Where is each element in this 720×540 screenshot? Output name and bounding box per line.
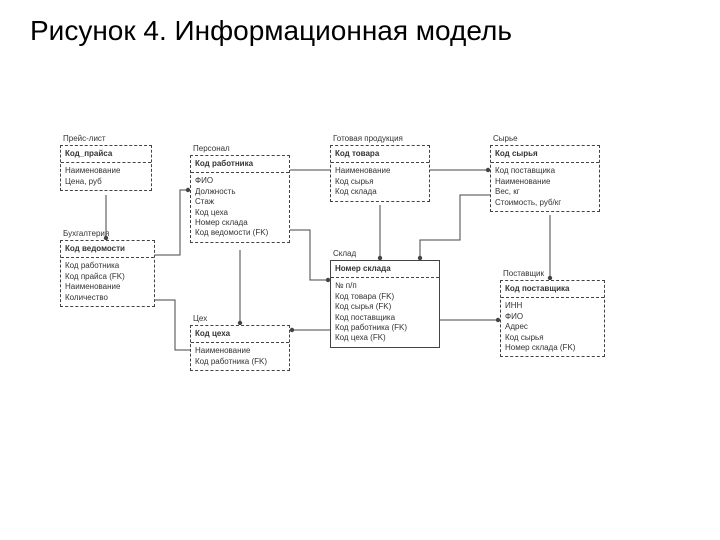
entity-pk: Код работника — [191, 156, 289, 173]
entity-title: Персонал — [193, 144, 230, 154]
entity-title: Поставщик — [503, 269, 544, 279]
entity-pk: Код ведомости — [61, 241, 154, 258]
entity-pk: Код_прайса — [61, 146, 151, 163]
entity-attrs: ФИО Должность Стаж Код цеха Номер склада… — [191, 173, 289, 241]
entity-title: Готовая продукция — [333, 134, 403, 144]
entity-syrye: Сырье Код сырья Код поставщика Наименова… — [490, 145, 600, 212]
entity-ceh: Цех Код цеха Наименование Код работника … — [190, 325, 290, 371]
entity-title: Бухгалтерия — [63, 229, 109, 239]
entity-sklad: Склад Номер склада № п/п Код товара (FK)… — [330, 260, 440, 348]
er-diagram: Прейс-лист Код_прайса Наименование Цена,… — [60, 130, 650, 470]
entity-title: Прейс-лист — [63, 134, 106, 144]
entity-pk: Номер склада — [331, 261, 439, 278]
entity-pk: Код поставщика — [501, 281, 604, 298]
entity-attrs: ИНН ФИО Адрес Код сырья Номер склада (FK… — [501, 298, 604, 356]
entity-attrs: Код работника Код прайса (FK) Наименован… — [61, 258, 154, 306]
entity-pk: Код сырья — [491, 146, 599, 163]
entity-personal: Персонал Код работника ФИО Должность Ста… — [190, 155, 290, 243]
entity-pk: Код цеха — [191, 326, 289, 343]
entity-postavshik: Поставщик Код поставщика ИНН ФИО Адрес К… — [500, 280, 605, 357]
entity-pk: Код товара — [331, 146, 429, 163]
entity-attrs: Код поставщика Наименование Вес, кг Стои… — [491, 163, 599, 211]
entity-attrs: Наименование Цена, руб — [61, 163, 151, 190]
entity-title: Сырье — [493, 134, 518, 144]
entity-attrs: Наименование Код работника (FK) — [191, 343, 289, 370]
entity-attrs: № п/п Код товара (FK) Код сырья (FK) Код… — [331, 278, 439, 346]
entity-title: Цех — [193, 314, 207, 324]
entity-preyslist: Прейс-лист Код_прайса Наименование Цена,… — [60, 145, 152, 191]
entity-attrs: Наименование Код сырья Код склада — [331, 163, 429, 200]
page-title: Рисунок 4. Информационная модель — [30, 15, 512, 47]
entity-buh: Бухгалтерия Код ведомости Код работника … — [60, 240, 155, 307]
entity-gotovaya: Готовая продукция Код товара Наименовани… — [330, 145, 430, 202]
entity-title: Склад — [333, 249, 356, 259]
